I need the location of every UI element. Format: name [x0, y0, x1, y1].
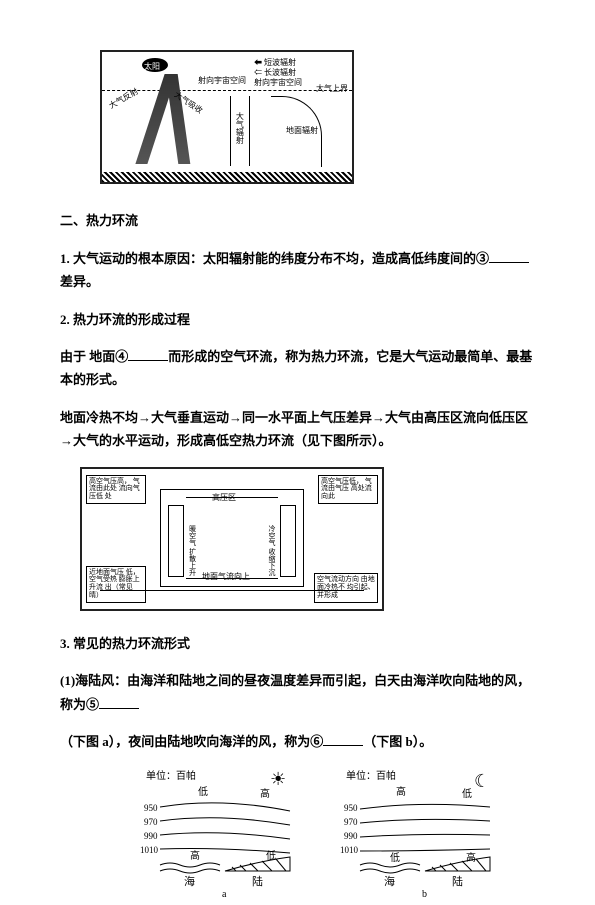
figure-sea-land-breeze: 单位：百帕 ☀ 低 高 950 970 990 1010 高 低 海 陆	[140, 767, 535, 897]
svg-text:低: 低	[198, 785, 208, 798]
p1-pre: 1. 大气运动的根本原因：太阳辐射能的纬度分布不均，造成高低纬度间的③	[60, 251, 489, 266]
top-center-label: 高压区	[212, 491, 236, 505]
p3-pre: 由于 地面④	[60, 349, 128, 364]
p1-post: 差异。	[60, 274, 99, 289]
svg-text:高: 高	[466, 851, 476, 864]
unit-b: 单位：百帕	[346, 769, 396, 782]
svg-text:陆: 陆	[252, 874, 263, 888]
svg-text:a: a	[222, 889, 227, 897]
svg-text:1010: 1010	[140, 845, 159, 855]
blank-6	[323, 732, 363, 746]
figure-radiation: 太阳 大气上界 ⬅ 短波辐射 ⇐ 长波辐射 射向宇宙空间 射向宇宙空间 大气反射…	[100, 50, 535, 191]
section2-heading: 二、热力环流	[60, 209, 535, 232]
figure-thermal-box: 高空气压高， 气流由此处 流向气压低 处 高空气压低， 气流由气压 高处流向此 …	[80, 467, 384, 611]
svg-text:高: 高	[260, 787, 270, 800]
section2-p1: 1. 大气运动的根本原因：太阳辐射能的纬度分布不均，造成高低纬度间的③ 差异。	[60, 247, 535, 294]
to-space2-label: 射向宇宙空间	[254, 76, 302, 90]
svg-text:970: 970	[144, 817, 158, 827]
sun-label: 太阳	[144, 60, 160, 74]
section3-heading: 3. 常见的热力环流形式	[60, 632, 535, 655]
figure-radiation-box: 太阳 大气上界 ⬅ 短波辐射 ⇐ 长波辐射 射向宇宙空间 射向宇宙空间 大气反射…	[100, 50, 354, 184]
box-top-right: 高空气压低， 气流由气压 高处流向此	[318, 475, 378, 504]
blank-5	[99, 695, 139, 709]
svg-text:b: b	[422, 889, 427, 897]
to-space-label: 射向宇宙空间	[198, 74, 246, 88]
section2-p2: 2. 热力环流的形成过程	[60, 308, 535, 331]
section3-p1: (1)海陆风：由海洋和陆地之间的昼夜温度差异而引起，白天由海洋吹向陆地的风，称为…	[60, 669, 535, 716]
ground-rad-label: 地面辐射	[286, 124, 318, 138]
col-right-label: 冷空气 收缩下沉	[265, 525, 278, 576]
atm-rad-label: 大气辐射	[232, 112, 246, 144]
section3-p1b: （下图 a），夜间由陆地吹向海洋的风，称为⑥ （下图 b）。	[60, 730, 535, 753]
moon-icon: ☾	[474, 771, 490, 791]
svg-text:950: 950	[344, 803, 358, 813]
box-bot-left: 近地面气压 低，空气受热 膨胀上升流 出（常见晴）	[86, 566, 146, 603]
col-left-label: 暖空气 扩散上升	[186, 525, 199, 576]
svg-text:低: 低	[462, 787, 472, 800]
svg-text:高: 高	[396, 785, 406, 798]
ground-hatch	[102, 172, 352, 182]
svg-text:陆: 陆	[452, 874, 463, 888]
atm-top-label: 大气上界	[316, 82, 348, 96]
section2-p4: 地面冷热不均→大气垂直运动→同一水平面上气压差异→大气由高压区流向低压区→大气的…	[60, 406, 535, 453]
svg-text:950: 950	[144, 803, 158, 813]
svg-text:970: 970	[344, 817, 358, 827]
svg-text:1010: 1010	[340, 845, 359, 855]
svg-text:低: 低	[390, 851, 400, 864]
svg-text:海: 海	[184, 874, 195, 888]
figure-thermal-circulation: 高空气压高， 气流由此处 流向气压低 处 高空气压低， 气流由气压 高处流向此 …	[80, 467, 535, 618]
s3p1-mid: （下图 a），夜间由陆地吹向海洋的风，称为⑥	[60, 734, 323, 749]
s3p1-post: （下图 b）。	[363, 734, 432, 749]
section2-p3: 由于 地面④而形成的空气环流，称为热力环流，它是大气运动最简单、最基本的形式。	[60, 345, 535, 392]
svg-text:990: 990	[144, 831, 158, 841]
dashed-horizon	[102, 90, 352, 91]
svg-text:高: 高	[190, 849, 200, 862]
sun-icon: ☀	[270, 769, 286, 789]
box-top-left: 高空气压高， 气流由此处 流向气压低 处	[86, 475, 146, 504]
figure-a: 单位：百帕 ☀ 低 高 950 970 990 1010 高 低 海 陆	[140, 767, 310, 897]
blank-3	[489, 249, 529, 263]
unit-a: 单位：百帕	[146, 769, 196, 782]
svg-text:海: 海	[384, 874, 395, 888]
blank-4	[128, 347, 168, 361]
box-bot-right: 空气流动方向 由地面冷热不 均引起、并形成	[314, 573, 378, 602]
svg-text:990: 990	[344, 831, 358, 841]
figure-b: 单位：百帕 ☾ 高 低 950 970 990 1010 低 高 海 陆 b	[340, 767, 510, 897]
